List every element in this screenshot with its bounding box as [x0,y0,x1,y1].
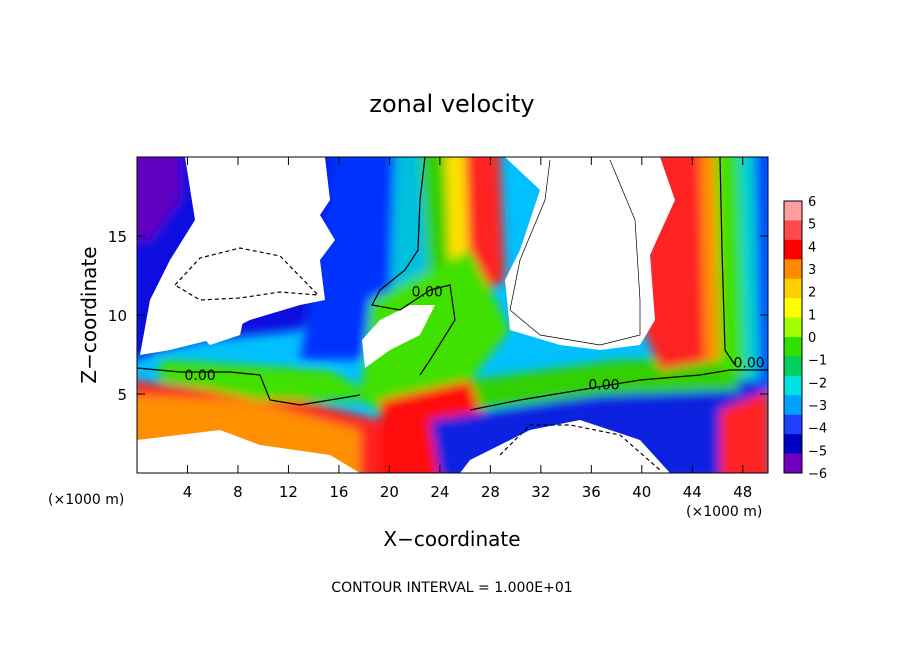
white-region-low-left [137,430,360,473]
x-tick-label: 40 [632,483,651,501]
field-band-left-purple [137,157,180,240]
contour-label: 0.00 [733,355,764,371]
y-tick-label: 15 [108,228,127,246]
y-axis-title: Z−coordinate [77,246,101,383]
x-axis: 4 8 12 16 20 24 28 32 36 40 44 48 [183,157,752,501]
x-tick-label: 48 [733,483,752,501]
contour-zero-right-col [719,157,736,366]
contour-labels: 0.00 0.00 0.00 0.00 [185,284,765,393]
field-band-right-dark [755,157,768,400]
colorbar-swatch [784,356,802,377]
colorbar-tick-label: −4 [808,422,827,437]
heatmap-field [137,157,768,473]
colorbar-tick-label: 0 [808,331,816,346]
y-tick-label: 10 [108,307,127,325]
field-band-mid-green [360,250,510,420]
colorbar-swatch [784,201,802,221]
white-region-low-right [460,420,670,473]
colorbar-swatch [784,259,802,280]
y-axis: 5 10 15 [108,228,768,404]
contour-label: 0.00 [185,368,216,384]
contour-label: 0.00 [412,284,443,300]
contour-lines [137,157,768,471]
colorbar-tick-label: 1 [808,308,816,323]
colorbar-swatch [784,239,802,260]
colorbar-tick-label: −5 [808,444,827,459]
colorbar-tick-label: 6 [808,195,816,210]
x-tick-label: 36 [582,483,601,501]
colorbar-tick-label: −1 [808,354,827,369]
x-axis-title: X−coordinate [383,527,520,551]
field-band-low-green [160,360,380,400]
z-unit-label: (×1000 m) [48,492,124,508]
colorbar-tick-label: −6 [808,467,827,482]
colorbar-frame [783,200,803,474]
colorbar-swatch [784,453,802,474]
white-region-upper-center [505,157,675,350]
field-band-lower-right-red [720,390,768,473]
white-region-upper-left [140,157,335,355]
colorbar-swatch [784,434,802,455]
colorbar-swatch [784,414,802,435]
x-unit-label: (×1000 m) [686,504,762,520]
colorbar-swatch [784,298,802,319]
x-tick-label: 24 [430,483,449,501]
field-band-right-green-col [715,157,745,380]
contour-interval-note: CONTOUR INTERVAL = 1.000E+01 [331,580,572,596]
contour-neg-ul [174,247,320,301]
colorbar-tick-label: 3 [808,263,816,278]
colorbar-tick-label: 5 [808,218,816,233]
colorbar-swatch [784,317,802,338]
colorbar-swatch [784,278,802,299]
white-region-mid-left [195,312,245,345]
contour-neg-lr [499,424,661,471]
white-region-wedge [362,305,435,368]
contour-zero-upper [371,157,456,376]
colorbar-swatch [784,395,802,416]
colorbar-tick-label: −2 [808,376,827,391]
colorbar: 6 5 4 3 2 1 0 −1 −2 −3 −4 −5 −6 [783,195,827,482]
y-tick-label: 5 [117,386,127,404]
x-tick-label: 16 [329,483,348,501]
contour-zero-left [137,367,361,406]
colorbar-swatch [784,337,802,357]
contour-label: 0.00 [588,378,619,394]
x-tick-label: 4 [183,483,193,501]
colorbar-tick-label: −3 [808,399,827,414]
x-tick-label: 32 [531,483,550,501]
colorbar-swatch [784,220,802,241]
colorbar-swatch [784,375,802,396]
contour-zero-right [469,369,768,411]
chart-title: zonal velocity [369,90,534,118]
colorbar-tick-label: 4 [808,240,816,255]
x-tick-label: 12 [279,483,298,501]
x-tick-label: 28 [481,483,500,501]
x-tick-label: 8 [233,483,243,501]
contour-thin-uc [509,159,641,346]
colorbar-tick-label: 2 [808,286,816,301]
x-tick-label: 20 [380,483,399,501]
x-tick-label: 44 [683,483,702,501]
